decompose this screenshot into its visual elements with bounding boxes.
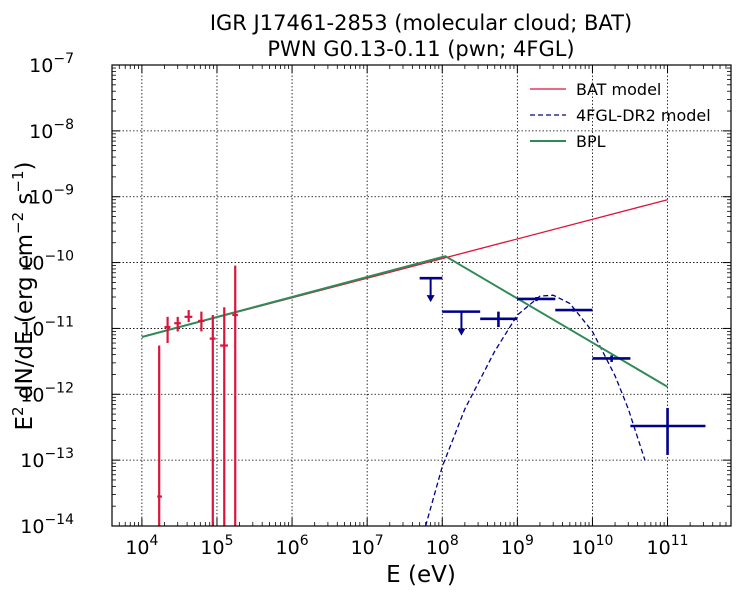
x-tick-label: 109 [501,533,534,559]
y-tick-label: 10−14 [20,512,74,538]
x-tick-label: 107 [351,533,384,559]
x-tick-label: 106 [276,533,309,559]
plot-frame [111,64,732,527]
x-axis-label: E (eV) [386,562,456,588]
legend-label-4fgl-dr2-model: 4FGL-DR2 model [576,106,711,125]
x-tick-label: 1010 [571,533,613,559]
y-tick-label: 10−11 [20,314,74,340]
x-tick-label: 1011 [647,533,689,559]
grid-lines [112,65,731,526]
legend-label-bat-model: BAT model [576,80,661,99]
legend-label-bpl: BPL [576,132,606,151]
x-tick-label: 108 [426,533,459,559]
y-tick-label: 10−9 [29,183,74,209]
4fgl-dr2-model-line [424,294,646,526]
4fgl-data-upper-limit-head [426,295,435,303]
axis-ticks [112,64,731,527]
bpl-line [141,255,669,388]
data-series [141,199,706,526]
x-tick-label: 105 [200,533,233,559]
4fgl-data-upper-limit-head [457,328,466,336]
y-tick-label: 10−10 [20,249,74,275]
y-tick-label: 10−7 [29,51,74,77]
y-tick-label: 10−12 [20,380,74,406]
y-tick-label: 10−8 [29,117,74,143]
legend: BAT model 4FGL-DR2 model BPL [530,80,711,151]
y-tick-label: 10−13 [20,446,74,472]
tick-labels: 104 105 106 107 108 109 1010 1011 10−14 10−13 10−1… [20,51,688,559]
y-axis-label: E2 dN/dE (erg cm−2 s−1) [9,161,38,430]
chart-title-line-1: IGR J17461-2853 (molecular cloud; BAT) [210,11,632,35]
x-tick-label: 104 [125,533,158,559]
chart-title-line-2: PWN G0.13-0.11 (pwn; 4FGL) [267,37,574,61]
